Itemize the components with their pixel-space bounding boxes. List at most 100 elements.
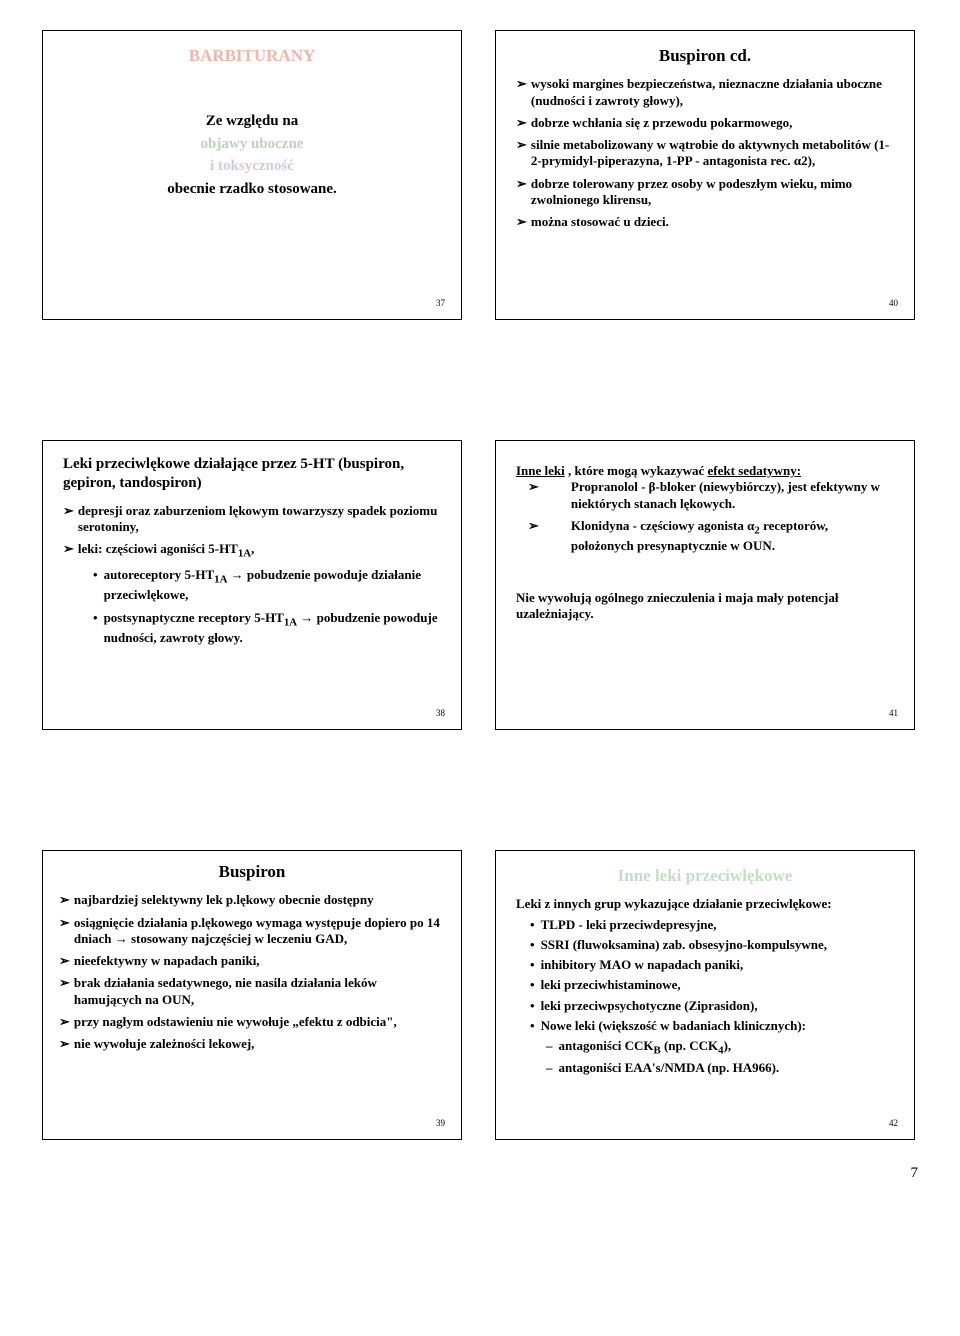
bullet-text: Nowe leki (większość w badaniach klinicz… bbox=[541, 1018, 894, 1034]
text-part: Klonidyna - częściowy agonista α bbox=[571, 518, 754, 533]
bullet-text: dobrze wchłania się z przewodu pokarmowe… bbox=[531, 115, 894, 131]
slide-number: 40 bbox=[889, 298, 898, 309]
slides-grid: BARBITURANY Ze względu na objawy uboczne… bbox=[42, 30, 918, 1140]
paragraph: Nie wywołują ogólnego znieczulenia i maj… bbox=[516, 590, 894, 623]
slide-title: Buspiron bbox=[59, 861, 445, 882]
bullet-text: nieefektywny w napadach paniki, bbox=[74, 953, 445, 969]
heading: Leki przeciwlękowe działające przez 5-HT… bbox=[63, 455, 441, 493]
subscript: 1A bbox=[284, 616, 297, 628]
line: i toksyczność bbox=[63, 155, 441, 178]
slide-40: Buspiron cd. ➢wysoki margines bezpieczeń… bbox=[495, 30, 915, 320]
text-part: antagoniści CCK bbox=[559, 1038, 654, 1053]
slide-title: Buspiron cd. bbox=[516, 45, 894, 66]
arrow-icon: ➢ bbox=[59, 975, 70, 991]
sub-bullet: –antagoniści EAA's/NMDA (np. HA966). bbox=[516, 1060, 894, 1076]
slide-number: 39 bbox=[436, 1118, 445, 1129]
bullet: ➢osiągnięcie działania p.lękowego wymaga… bbox=[59, 915, 445, 948]
text-part: autoreceptory 5-HT bbox=[104, 567, 215, 582]
bullet: • SSRI (fluwoksamina) zab. obsesyjno-komp… bbox=[516, 937, 894, 953]
arrow-icon: ➢ bbox=[516, 76, 527, 92]
text-underline: Inne leki bbox=[516, 463, 565, 478]
dot-icon: • bbox=[530, 1018, 535, 1034]
bullet: ➢nieefektywny w napadach paniki, bbox=[59, 953, 445, 969]
text-underline: efekt sedatywny: bbox=[708, 463, 802, 478]
bullet-text: można stosować u dzieci. bbox=[531, 214, 894, 230]
spacer bbox=[516, 455, 894, 463]
center-block: Ze względu na objawy uboczne i toksyczno… bbox=[63, 110, 441, 200]
slide-number: 41 bbox=[889, 708, 898, 719]
bullet: •inhibitory MAO w napadach paniki, bbox=[516, 957, 894, 973]
slide-42: Inne leki przeciwlękowe Leki z innych gr… bbox=[495, 850, 915, 1140]
bullet: ➢najbardziej selektywny lek p.lękowy obe… bbox=[59, 892, 445, 908]
subscript: 1A bbox=[214, 574, 227, 586]
bullet: ➢dobrze wchłania się z przewodu pokarmow… bbox=[516, 115, 894, 131]
dot-icon: • bbox=[93, 610, 98, 626]
bullet-text: TLPD - leki przeciwdepresyjne, bbox=[541, 917, 894, 933]
bullet: ➢Propranolol - β-bloker (niewybiórczy), … bbox=[516, 479, 894, 512]
bullet: •leki przeciwhistaminowe, bbox=[516, 977, 894, 993]
dot-icon: • bbox=[530, 937, 535, 953]
bullet: • TLPD - leki przeciwdepresyjne, bbox=[516, 917, 894, 933]
dot-icon: • bbox=[530, 917, 535, 933]
arrow-icon: ➢ bbox=[528, 518, 539, 534]
bullet-text: przy nagłym odstawieniu nie wywołuje „ef… bbox=[74, 1014, 445, 1030]
slide-39: Buspiron ➢najbardziej selektywny lek p.l… bbox=[42, 850, 462, 1140]
arrow-icon: ➢ bbox=[516, 115, 527, 131]
bullet-text: silnie metabolizowany w wątrobie do akty… bbox=[531, 137, 894, 170]
subscript: 1A bbox=[238, 548, 251, 560]
text-part: ), bbox=[724, 1038, 732, 1053]
arrow-icon: ➢ bbox=[59, 915, 70, 931]
slide-number: 42 bbox=[889, 1118, 898, 1129]
slide-38: Leki przeciwlękowe działające przez 5-HT… bbox=[42, 440, 462, 730]
bullet-text: antagoniści EAA's/NMDA (np. HA966). bbox=[559, 1060, 895, 1076]
bullet-text: autoreceptory 5-HT1A → pobudzenie powodu… bbox=[104, 567, 441, 603]
text-part: (np. CCK bbox=[661, 1038, 718, 1053]
page: BARBITURANY Ze względu na objawy uboczne… bbox=[0, 0, 960, 1156]
dot-icon: • bbox=[93, 567, 98, 583]
text-part: postsynaptyczne receptory 5-HT bbox=[104, 610, 284, 625]
bullet: ➢dobrze tolerowany przez osoby w podeszł… bbox=[516, 176, 894, 209]
bullet: ➢przy nagłym odstawieniu nie wywołuje „e… bbox=[59, 1014, 445, 1030]
arrow-icon: ➢ bbox=[516, 214, 527, 230]
bullet-text: inhibitory MAO w napadach paniki, bbox=[541, 957, 894, 973]
bullet: ➢silnie metabolizowany w wątrobie do akt… bbox=[516, 137, 894, 170]
slide-37: BARBITURANY Ze względu na objawy uboczne… bbox=[42, 30, 462, 320]
slide-title: BARBITURANY bbox=[63, 45, 441, 66]
bullet: • leki przeciwpsychotyczne (Ziprasidon), bbox=[516, 998, 894, 1014]
bullet: ➢nie wywołuje zależności lekowej, bbox=[59, 1036, 445, 1052]
page-footer-number: 7 bbox=[0, 1156, 960, 1183]
text-part: , bbox=[251, 541, 254, 556]
bullet: ➢brak działania sedatywnego, nie nasila … bbox=[59, 975, 445, 1008]
heading: Inne leki , które mogą wykazywać efekt s… bbox=[516, 463, 894, 479]
bullet-text: Klonidyna - częściowy agonista α2 recept… bbox=[543, 518, 894, 554]
bullet: ➢Klonidyna - częściowy agonista α2 recep… bbox=[516, 518, 894, 554]
arrow-icon: ➢ bbox=[516, 176, 527, 192]
arrow-icon: ➢ bbox=[59, 1014, 70, 1030]
line: objawy uboczne bbox=[63, 133, 441, 156]
slide-number: 37 bbox=[436, 298, 445, 309]
bullet-text: leki przeciwpsychotyczne (Ziprasidon), bbox=[541, 998, 894, 1014]
dot-icon: • bbox=[530, 998, 535, 1014]
sub-bullet: • postsynaptyczne receptory 5-HT1A → pobu… bbox=[63, 610, 441, 646]
arrow-icon: ➢ bbox=[528, 479, 539, 495]
slide-41: Inne leki , które mogą wykazywać efekt s… bbox=[495, 440, 915, 730]
slide-number: 38 bbox=[436, 708, 445, 719]
arrow-icon: ➢ bbox=[516, 137, 527, 153]
dash-icon: – bbox=[546, 1060, 553, 1076]
bullet-text: postsynaptyczne receptory 5-HT1A → pobud… bbox=[104, 610, 441, 646]
bullet-text: osiągnięcie działania p.lękowego wymaga … bbox=[74, 915, 445, 948]
bullet-text: leki przeciwhistaminowe, bbox=[541, 977, 894, 993]
bullet-text: antagoniści CCKB (np. CCK4), bbox=[559, 1038, 895, 1058]
arrow-icon: ➢ bbox=[63, 503, 74, 519]
text-part: leki: częściowi agoniści 5-HT bbox=[78, 541, 238, 556]
sub-bullet: • autoreceptory 5-HT1A → pobudzenie powod… bbox=[63, 567, 441, 603]
bullet-text: brak działania sedatywnego, nie nasila d… bbox=[74, 975, 445, 1008]
arrow-icon: ➢ bbox=[59, 892, 70, 908]
dash-icon: – bbox=[546, 1038, 553, 1054]
bullet: ➢wysoki margines bezpieczeństwa, nieznac… bbox=[516, 76, 894, 109]
bullet: ➢leki: częściowi agoniści 5-HT1A, bbox=[63, 541, 441, 561]
bullet-text: najbardziej selektywny lek p.lękowy obec… bbox=[74, 892, 445, 908]
bullet-text: SSRI (fluwoksamina) zab. obsesyjno-kompu… bbox=[541, 937, 894, 953]
bullet-text: leki: częściowi agoniści 5-HT1A, bbox=[78, 541, 441, 561]
bullet-text: depresji oraz zaburzeniom lękowym towarz… bbox=[78, 503, 441, 536]
